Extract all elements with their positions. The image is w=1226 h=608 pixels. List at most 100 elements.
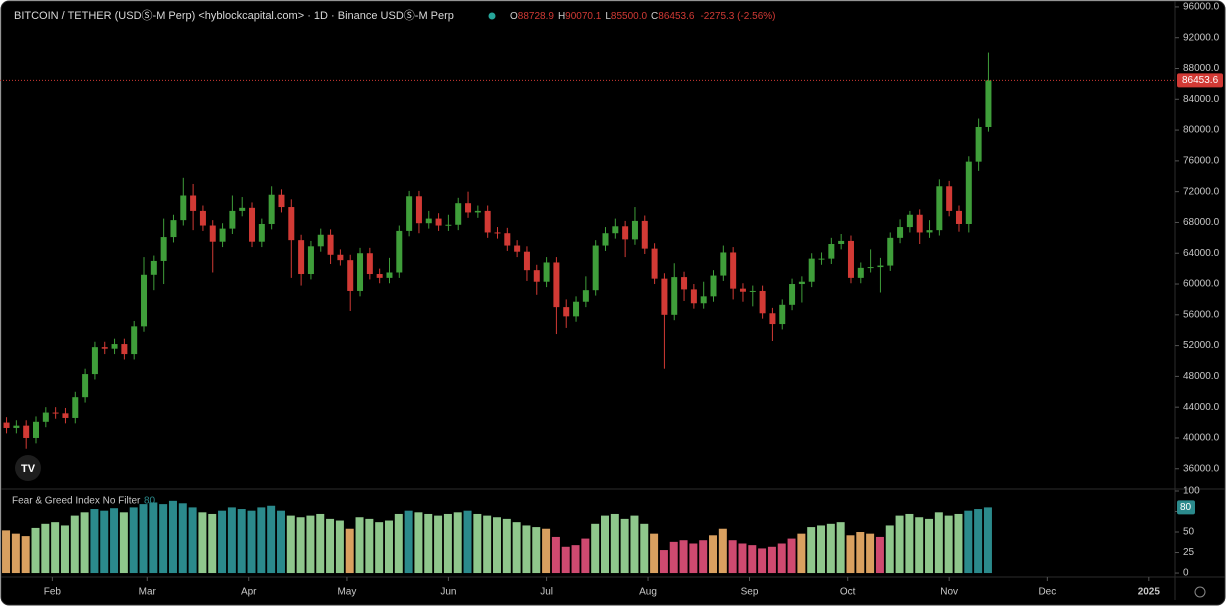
index-bar [70, 515, 79, 574]
index-bar [836, 522, 845, 574]
last-price-tag-bg [1177, 73, 1223, 88]
ohlc-value: 88728.9 [518, 11, 555, 22]
candle-body [33, 421, 40, 438]
candle-body [62, 413, 69, 418]
chart-title: BITCOIN / TETHER (USDⓈ-M Perp) <hyblockc… [14, 9, 454, 22]
candle-body [936, 186, 943, 231]
index-bar [404, 510, 413, 574]
x-tick-label: Aug [639, 587, 657, 598]
index-bar [561, 546, 570, 574]
candle-body [72, 397, 79, 418]
candle-body [484, 210, 491, 233]
ohlc-readout: O88728.9 H90070.1 L85500.0 C86453.6 -2275.3 … [510, 11, 775, 22]
index-bar [414, 512, 423, 574]
index-bar [267, 505, 276, 574]
index-bar [817, 525, 826, 574]
candle-body [386, 272, 393, 278]
candle-body [101, 347, 108, 349]
index-bar [355, 517, 364, 574]
candle-body [916, 214, 923, 233]
index-bar [492, 517, 501, 574]
candle-body [229, 210, 236, 229]
candle-body [415, 196, 422, 224]
candle-body [612, 226, 619, 234]
index-bar [983, 507, 992, 574]
index-bar [80, 512, 89, 574]
candle-body [435, 218, 442, 226]
candle-body [514, 245, 521, 252]
y-tick-label: 96000.0 [1183, 2, 1220, 13]
index-bar [424, 513, 433, 574]
y2-tick-label: 50 [1183, 527, 1195, 538]
index-bar [787, 538, 796, 574]
candle-body [160, 237, 167, 261]
candle-body [445, 224, 452, 226]
index-bar [934, 512, 943, 574]
x-tick-label: Jul [540, 587, 553, 598]
y-tick-label: 76000.0 [1183, 156, 1220, 167]
index-bar [149, 502, 158, 574]
ohlc-value: 85500.0 [611, 11, 648, 22]
candle-body [111, 344, 118, 349]
index-bar [925, 518, 934, 574]
y-tick-label: 52000.0 [1183, 340, 1220, 351]
candle-body [906, 214, 913, 228]
index-bar [11, 533, 20, 574]
settings-icon[interactable] [1194, 586, 1206, 598]
candle-body [897, 227, 904, 238]
candle-body [396, 230, 403, 273]
status-dot [488, 12, 496, 20]
index-bar [100, 510, 109, 574]
y-tick-label: 64000.0 [1183, 248, 1220, 259]
index-bar [335, 520, 344, 574]
candle-body [13, 425, 20, 428]
candle-body [268, 194, 275, 224]
candle-body [357, 253, 364, 291]
candle-body [258, 223, 265, 242]
candle-body [327, 234, 334, 255]
x-tick-label: Apr [241, 587, 257, 598]
tv-logo[interactable] [15, 455, 41, 481]
candle-body [769, 313, 776, 325]
y-tick-label: 68000.0 [1183, 217, 1220, 228]
x-tick-label: Feb [44, 587, 62, 598]
index-bar [620, 518, 629, 574]
index-bar [218, 510, 227, 574]
ohlc-value: 86453.6 [658, 11, 695, 22]
plot: 36000.0 40000.0 44000.0 48000.0 52000.0 56000… [0, 2, 1223, 598]
candle-body [141, 274, 148, 327]
x-tick-label: May [337, 587, 356, 598]
candle-body [298, 240, 305, 275]
candle-body [474, 210, 481, 213]
candle-body [543, 262, 550, 282]
candle-body [504, 233, 511, 246]
candle-body [219, 228, 226, 242]
ohlc-key: L [605, 11, 611, 22]
index-bar [286, 515, 295, 574]
index-bar [119, 512, 128, 574]
candle-body [671, 277, 678, 315]
y-tick-label: 84000.0 [1183, 94, 1220, 105]
index-bar [856, 532, 865, 574]
last-value-tag: 80 [1180, 502, 1192, 513]
y-tick-label: 80000.0 [1183, 125, 1220, 136]
candle-body [455, 203, 462, 225]
index-bar [188, 507, 197, 574]
index-bar [846, 535, 855, 574]
candle-body [926, 230, 933, 233]
tv-logo-text: TV [21, 463, 36, 475]
ohlc-value: 90070.1 [565, 11, 602, 22]
candle-body [789, 284, 796, 305]
index-bar [375, 522, 384, 574]
candle-body [190, 195, 197, 211]
index-bar [198, 512, 207, 574]
index-bar [2, 530, 11, 574]
index-bar [551, 536, 560, 574]
y-tick-label: 48000.0 [1183, 371, 1220, 382]
index-bar [257, 507, 266, 574]
candle-body [523, 251, 530, 271]
y-tick-label: 92000.0 [1183, 32, 1220, 43]
index-bar [630, 515, 639, 574]
y-tick-label: 88000.0 [1183, 63, 1220, 74]
index-bar [659, 550, 668, 574]
